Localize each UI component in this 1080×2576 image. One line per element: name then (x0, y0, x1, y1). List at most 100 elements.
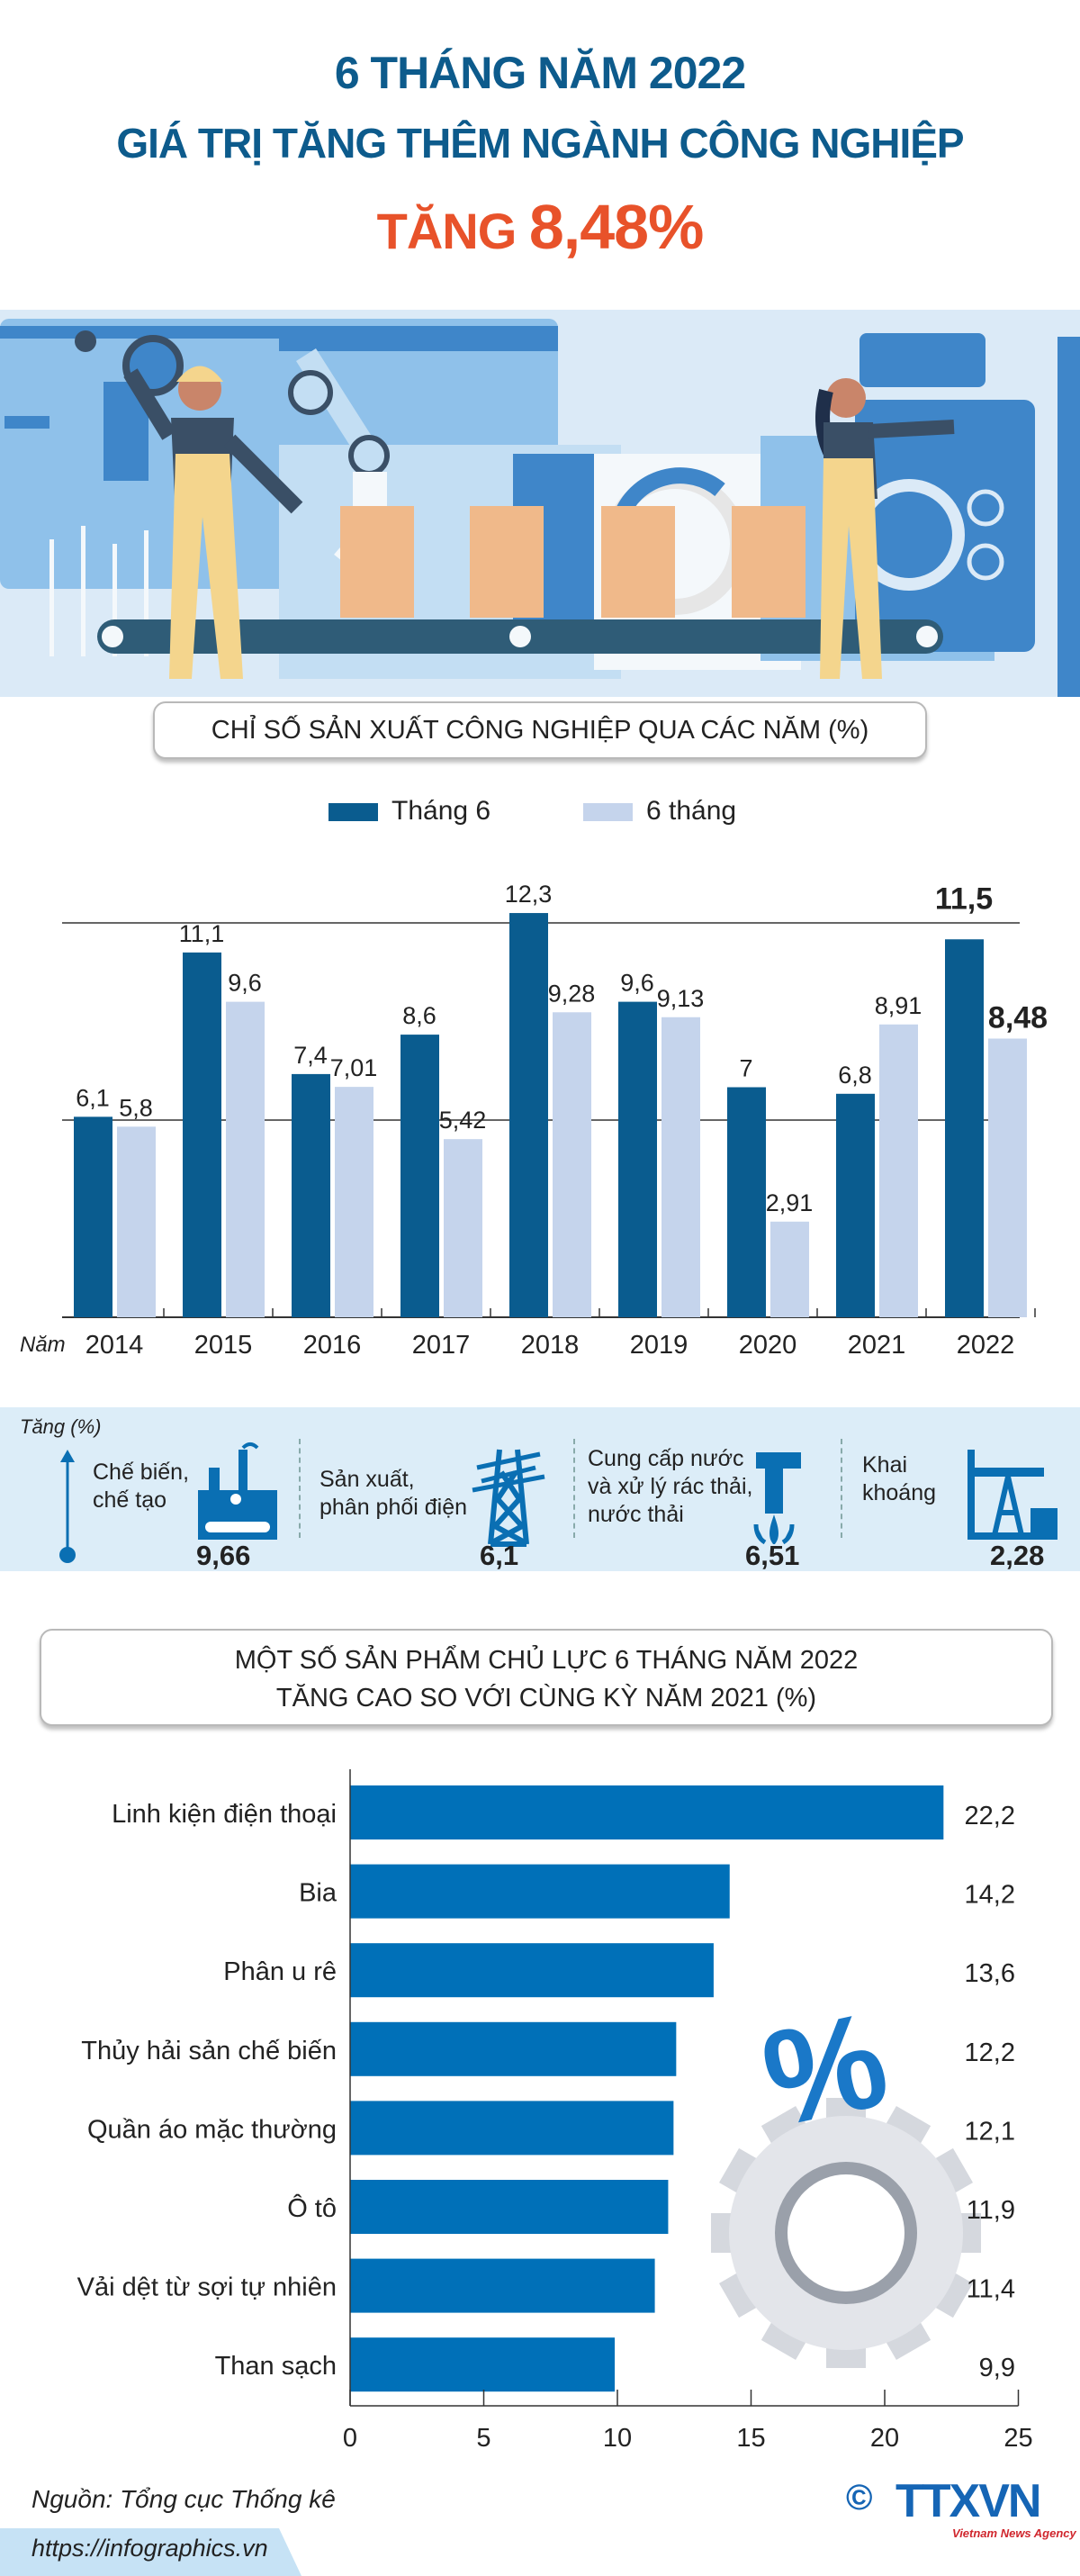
bar-6-thang-2020 (770, 1221, 809, 1317)
data-label: 8,91 (875, 992, 922, 1019)
category-label: Quần áo mặc thường (87, 2115, 337, 2144)
legend-swatch-6-thang (583, 803, 633, 821)
sector-value: 9,66 (196, 1540, 251, 1571)
data-label: 8,6 (402, 1002, 436, 1029)
hbar (350, 2258, 655, 2313)
bar-thang-6-2016 (292, 1073, 330, 1317)
sector-divider (299, 1439, 301, 1538)
highlight-prefix: TĂNG (376, 203, 518, 259)
x-tick-label: 2015 (194, 1331, 253, 1360)
data-label: 5,42 (439, 1107, 487, 1134)
x-tick-label: 2021 (848, 1331, 906, 1360)
hbar (350, 2337, 616, 2392)
bar-6-thang-2015 (226, 1001, 265, 1317)
ttxvn-logo-subtitle: Vietnam News Agency (952, 2526, 1076, 2540)
bar-6-thang-2022 (988, 1038, 1027, 1317)
bar-thang-6-2018 (509, 913, 548, 1317)
chart2-title-line-2: TĂNG CAO SO VỚI CÙNG KỲ NĂM 2021 (%) (275, 1684, 817, 1713)
chart1-title: CHỈ SỐ SẢN XUẤT CÔNG NGHIỆP QUA CÁC NĂM … (153, 701, 927, 759)
x-tick-label: 20 (870, 2424, 899, 2453)
title-line-1: 6 THÁNG NĂM 2022 (334, 48, 746, 98)
data-label: 9,28 (548, 980, 596, 1007)
data-label: 7,01 (330, 1054, 378, 1081)
products-growth-bar-chart: % Linh kiện điện thoại 22,2 Bia 14,2 Phân u r… (77, 1769, 1033, 2453)
copyright-icon: © (846, 2478, 873, 2517)
x-tick-label: 0 (343, 2424, 357, 2453)
value-label: 11,4 (967, 2275, 1015, 2304)
bar-6-thang-2019 (662, 1017, 700, 1317)
ttxvn-logo: TTXVN (896, 2475, 1041, 2527)
category-label: Phân u rê (223, 1957, 337, 1986)
sector-value: 6,1 (480, 1540, 519, 1571)
category-label: Ô tô (287, 2192, 337, 2223)
sector-divider (841, 1439, 842, 1538)
sector-label: nước thải (588, 1502, 684, 1527)
sector-value: 6,51 (745, 1540, 800, 1571)
data-label: 5,8 (119, 1094, 153, 1121)
highlight-value: 8,48% (528, 192, 704, 262)
up-arrow-icon (59, 1450, 76, 1563)
x-axis-label: Năm (20, 1333, 66, 1357)
value-label: 14,2 (965, 1881, 1015, 1910)
data-label: 11,1 (179, 920, 225, 947)
title-line-2: GIÁ TRỊ TĂNG THÊM NGÀNH CÔNG NGHIỆP (116, 120, 964, 167)
x-tick-label: 2020 (739, 1331, 797, 1360)
value-label: 9,9 (979, 2354, 1015, 2382)
value-label: 13,6 (965, 1959, 1015, 1988)
sector-divider (573, 1439, 575, 1538)
sector-label: Cung cấp nước (588, 1446, 744, 1471)
sector-value: 2,28 (990, 1540, 1045, 1571)
oil-pump-icon (968, 1450, 1058, 1540)
factory-illustration (0, 310, 1080, 697)
legend-label-6-thang: 6 tháng (646, 796, 737, 826)
hbar (350, 2101, 674, 2156)
data-label: 11,5 (935, 881, 993, 916)
data-label: 7,4 (293, 1042, 328, 1069)
category-label: Linh kiện điện thoại (112, 1800, 337, 1829)
sector-manufacturing: Chế biến, chế tạo (93, 1459, 189, 1514)
chart2-title: MỘT SỐ SẢN PHẨM CHỦ LỰC 6 THÁNG NĂM 2022… (40, 1629, 1053, 1726)
website-link[interactable]: https://infographics.vn (32, 2535, 268, 2562)
data-label: 6,1 (76, 1084, 110, 1111)
x-tick-label: 5 (476, 2424, 490, 2453)
x-tick-label: 25 (1004, 2424, 1032, 2453)
data-label: 9,13 (657, 985, 705, 1012)
bar-thang-6-2017 (400, 1035, 439, 1317)
x-tick-label: 2017 (412, 1331, 471, 1360)
sector-label: Sản xuất, (320, 1467, 415, 1492)
x-tick-label: 15 (736, 2424, 765, 2453)
bar-thang-6-2014 (74, 1116, 112, 1317)
water-tap-icon (753, 1452, 801, 1544)
value-label: 11,9 (967, 2196, 1015, 2225)
x-tick-label: 10 (603, 2424, 632, 2453)
bar-thang-6-2021 (836, 1093, 875, 1317)
source-note: Nguồn: Tổng cục Thống kê (32, 2485, 336, 2513)
x-tick-label: 2016 (303, 1331, 362, 1360)
value-label: 12,1 (965, 2117, 1015, 2146)
gear-percent-icon: % (711, 1983, 981, 2368)
sector-label: phân phối điện (320, 1495, 468, 1520)
sector-water: Cung cấp nước và xử lý rác thải, nước th… (588, 1445, 752, 1529)
chart2-title-line-1: MỘT SỐ SẢN PHẨM CHỦ LỰC 6 THÁNG NĂM 2022 (234, 1646, 859, 1675)
power-tower-icon (472, 1449, 545, 1547)
value-label: 12,2 (965, 2038, 1015, 2067)
hbar (350, 2180, 669, 2234)
category-label: Thủy hải sản chế biến (81, 2037, 337, 2065)
legend-swatch-thang-6 (328, 803, 378, 821)
value-label: 22,2 (965, 1802, 1015, 1830)
url-band (0, 2528, 302, 2576)
x-tick-label: 2014 (86, 1331, 144, 1360)
legend-label-thang-6: Tháng 6 (392, 796, 491, 826)
data-label: 7 (739, 1055, 752, 1082)
bar-thang-6-2015 (183, 952, 221, 1317)
x-tick-label: 2018 (521, 1331, 580, 1360)
bar-thang-6-2020 (727, 1087, 766, 1317)
bar-6-thang-2021 (879, 1024, 918, 1317)
sector-growth-band (0, 1407, 1080, 1571)
x-tick-label: 2022 (957, 1331, 1015, 1360)
bar-6-thang-2018 (553, 1012, 591, 1317)
sector-label: và xử lý rác thải, (588, 1474, 753, 1499)
sector-mining: Khai khoáng (862, 1451, 936, 1507)
data-label: 9,6 (228, 970, 262, 997)
